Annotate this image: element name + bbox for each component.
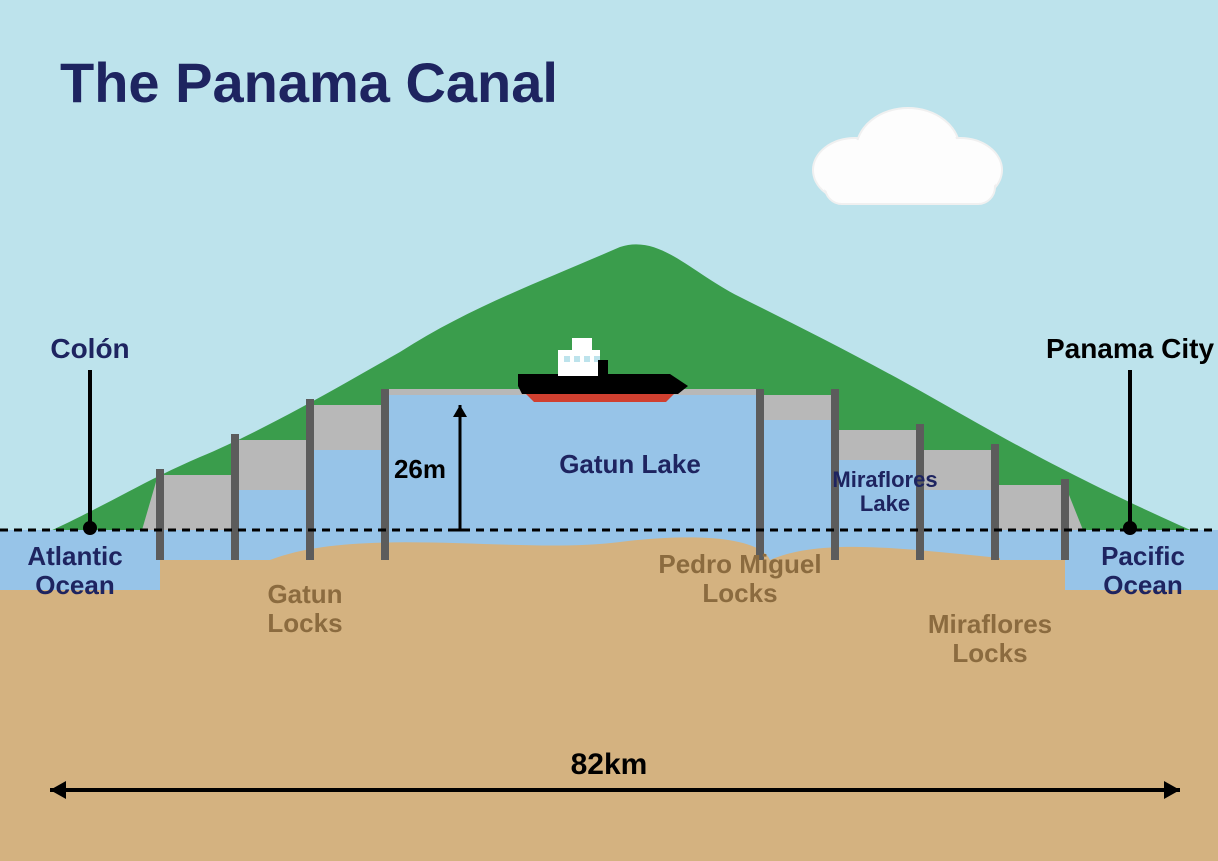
lake-label-miraflores: MirafloresLake (820, 468, 950, 516)
diagram-title: The Panama Canal (60, 50, 558, 115)
diagram-svg (0, 0, 1218, 861)
lake-label-gatun: Gatun Lake (530, 450, 730, 479)
distance-label: 82km (549, 748, 669, 781)
height-label: 26m (390, 455, 450, 484)
lock-label-pedro: Pedro MiguelLocks (640, 550, 840, 607)
diagram-canvas: The Panama Canal Colón Panama City Atlan… (0, 0, 1218, 861)
city-label-colon: Colón (30, 334, 150, 365)
ocean-label-pacific: PacificOcean (1073, 542, 1213, 599)
ocean-label-atlantic: AtlanticOcean (5, 542, 145, 599)
city-label-panama: Panama City (1040, 334, 1218, 365)
lock-label-miraflores: MirafloresLocks (900, 610, 1080, 667)
lock-label-gatun: GatunLocks (245, 580, 365, 637)
